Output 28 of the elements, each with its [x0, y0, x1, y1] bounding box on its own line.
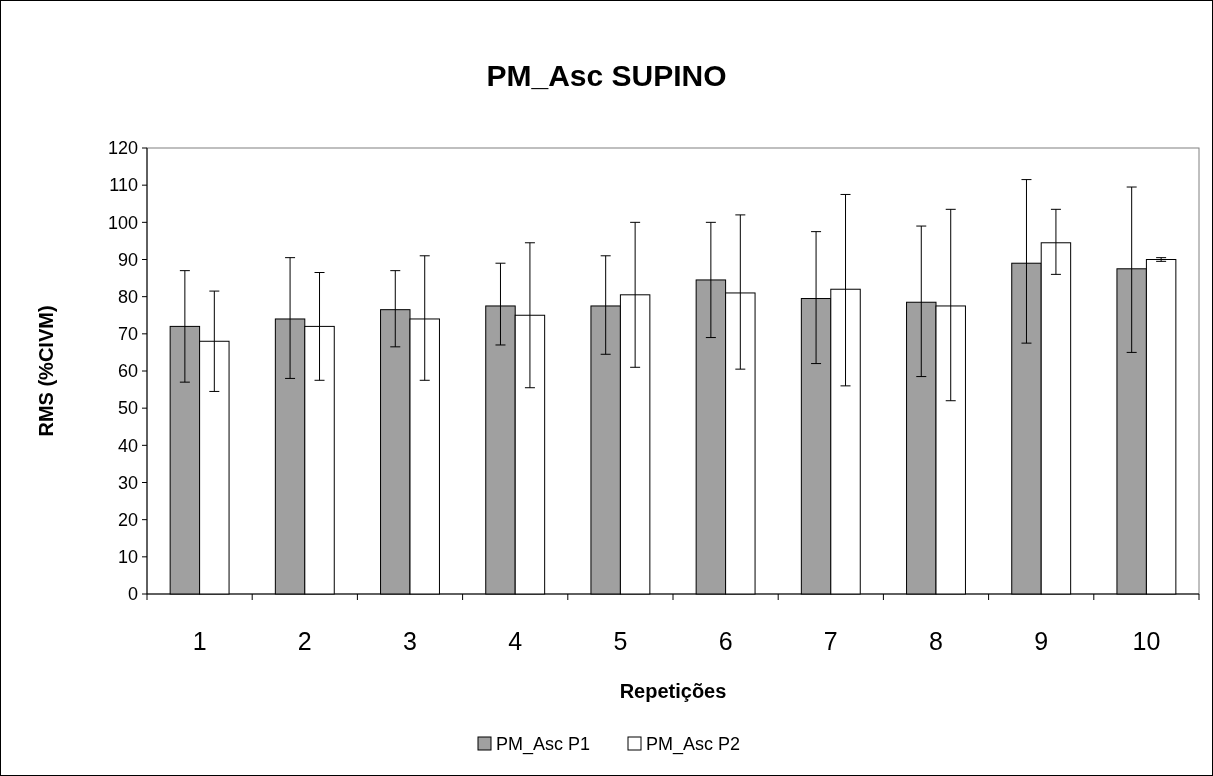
y-tick-label: 30 [117, 472, 138, 493]
y-tick-label: 50 [117, 398, 138, 419]
y-tick-label: 20 [117, 509, 138, 530]
x-tick-label: 9 [1034, 627, 1049, 655]
x-tick-label: 2 [297, 627, 312, 655]
legend-label: PM_Asc P2 [646, 734, 741, 755]
x-tick-label: 5 [613, 627, 628, 655]
y-tick-label: 110 [109, 175, 138, 196]
y-tick-label: 70 [117, 324, 138, 345]
y-tick-label: 0 [127, 584, 138, 605]
x-tick-label: 3 [403, 627, 417, 655]
y-axis-title: RMS (%CIVM) [35, 305, 57, 437]
y-tick-label: 120 [107, 138, 138, 159]
x-tick-label: 1 [192, 627, 207, 655]
y-tick-label: 40 [117, 435, 138, 456]
y-tick-label: 60 [117, 361, 138, 382]
x-tick-label: 6 [718, 627, 733, 655]
x-tick-label: 7 [823, 627, 838, 655]
y-tick-label: 90 [117, 249, 138, 270]
chart-title: PM_Asc SUPINO [486, 59, 727, 92]
x-tick-label: 10 [1132, 627, 1161, 655]
x-tick-label: 8 [929, 627, 943, 655]
x-tick-label: 4 [508, 627, 523, 655]
y-tick-label: 10 [117, 547, 138, 568]
x-axis-title: Repetições [619, 680, 727, 702]
y-tick-label: 100 [107, 212, 138, 233]
y-tick-label: 80 [117, 286, 138, 307]
legend-label: PM_Asc P1 [496, 734, 591, 755]
